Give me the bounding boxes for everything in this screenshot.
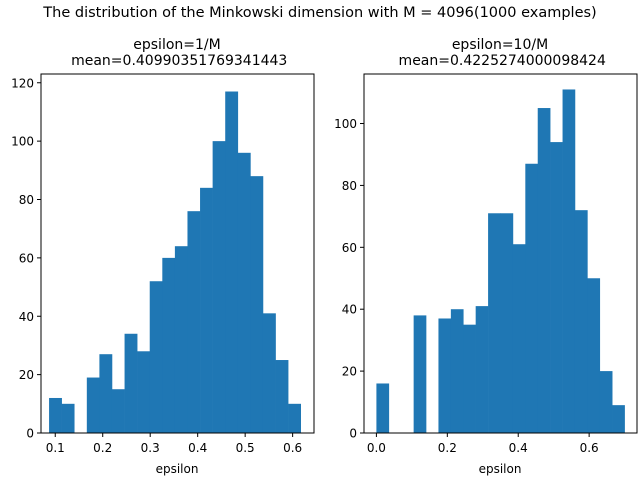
left-bar xyxy=(61,403,75,433)
right-bar xyxy=(550,142,563,433)
left-x-axis-label: epsilon xyxy=(156,462,199,476)
left-bar xyxy=(162,257,176,433)
figure-suptitle: The distribution of the Minkowski dimens… xyxy=(42,5,596,21)
right-title-line2: mean=0.4225274000098424 xyxy=(394,53,606,69)
left-bar xyxy=(237,152,251,434)
right-y-tick-label: 20 xyxy=(342,365,357,379)
left-bar xyxy=(262,313,276,433)
histogram-left: epsilon=1/M mean=0.40990351769341443 0 20… xyxy=(11,37,315,476)
left-y-tick-label: 40 xyxy=(19,310,34,324)
right-y-tick-label: 100 xyxy=(334,117,357,131)
left-x-tick-label: 0.5 xyxy=(236,441,255,455)
left-x-tick-label: 0.1 xyxy=(46,441,65,455)
right-bar xyxy=(475,306,489,433)
right-x-tick-label: 0.6 xyxy=(580,441,599,455)
right-bar xyxy=(500,213,514,433)
left-title-line1: epsilon=1/M xyxy=(133,37,220,53)
left-x-tick-label: 0.3 xyxy=(141,441,160,455)
left-bar xyxy=(111,389,125,433)
right-bar xyxy=(562,89,576,433)
left-x-tick-label: 0.6 xyxy=(283,441,302,455)
left-x-tick-label: 0.2 xyxy=(93,441,112,455)
left-bar xyxy=(275,360,289,433)
right-bars xyxy=(376,89,625,433)
left-bar xyxy=(149,281,163,433)
right-bar xyxy=(438,318,452,433)
left-bar xyxy=(49,397,62,433)
left-y-tick-label: 80 xyxy=(19,193,34,207)
right-x-axis-label: epsilon xyxy=(479,462,522,476)
right-bar xyxy=(463,324,476,433)
right-y-tick-label: 60 xyxy=(342,241,357,255)
right-axes-frame xyxy=(363,73,638,434)
left-y-tick-label: 60 xyxy=(19,251,34,265)
left-y-tick-label: 0 xyxy=(26,427,34,441)
right-bar xyxy=(574,210,588,433)
right-title-line1: epsilon=10/M xyxy=(452,37,548,53)
left-y-tick-label: 100 xyxy=(11,135,34,149)
right-y-tick-label: 80 xyxy=(342,179,357,193)
left-bar xyxy=(212,141,226,433)
left-bar xyxy=(99,354,113,433)
right-bar xyxy=(512,244,526,433)
histogram-right: epsilon=10/M mean=0.4225274000098424 0 20… xyxy=(334,37,638,476)
right-bar xyxy=(376,383,390,433)
left-bar xyxy=(200,187,213,433)
right-bar xyxy=(612,405,625,433)
right-y-ticks: 0 20 40 60 80 100 xyxy=(334,117,364,441)
right-bar xyxy=(450,309,464,433)
left-y-tick-label: 20 xyxy=(19,368,34,382)
right-y-tick-label: 0 xyxy=(349,427,357,441)
right-y-tick-label: 40 xyxy=(342,303,357,317)
right-x-ticks: 0.0 0.2 0.4 0.6 xyxy=(367,433,599,455)
left-bar xyxy=(86,377,100,433)
left-x-tick-label: 0.4 xyxy=(188,441,207,455)
right-bar xyxy=(587,278,601,433)
left-bar xyxy=(288,403,301,433)
right-bar xyxy=(488,213,501,433)
right-bar xyxy=(599,371,613,433)
left-bar xyxy=(124,333,138,433)
left-bar xyxy=(187,211,201,433)
left-bar xyxy=(225,91,239,433)
right-x-tick-label: 0.2 xyxy=(438,441,457,455)
left-y-tick-label: 120 xyxy=(11,76,34,90)
right-bar xyxy=(413,315,427,433)
right-bar xyxy=(537,108,551,433)
left-bar xyxy=(174,246,188,433)
left-axes-frame xyxy=(40,73,315,434)
left-bar xyxy=(250,176,264,433)
left-y-ticks: 0 20 40 60 80 100 120 xyxy=(11,76,41,441)
left-bars xyxy=(49,91,301,434)
left-x-ticks: 0.1 0.2 0.3 0.4 0.5 0.6 xyxy=(46,433,302,455)
left-bar xyxy=(137,351,151,433)
left-title-line2: mean=0.40990351769341443 xyxy=(67,53,288,69)
right-bar xyxy=(525,163,539,433)
right-x-tick-label: 0.0 xyxy=(367,441,386,455)
right-x-tick-label: 0.4 xyxy=(509,441,528,455)
